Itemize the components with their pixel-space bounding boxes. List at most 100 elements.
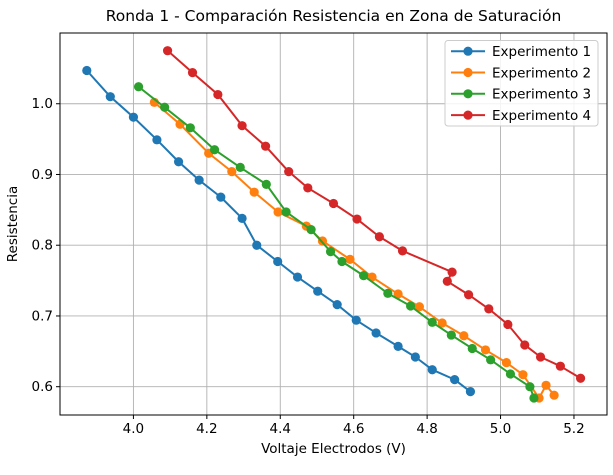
data-point-marker bbox=[160, 102, 170, 112]
data-point-marker bbox=[393, 289, 403, 299]
data-point-marker bbox=[541, 380, 551, 390]
data-point-marker bbox=[332, 300, 342, 310]
data-point-marker bbox=[237, 121, 247, 131]
data-point-marker bbox=[446, 330, 456, 340]
data-point-marker bbox=[520, 340, 530, 350]
data-point-marker bbox=[393, 341, 403, 351]
data-point-marker bbox=[185, 123, 195, 133]
data-point-marker bbox=[352, 214, 362, 224]
legend-sample-marker bbox=[463, 46, 473, 56]
series-line bbox=[86, 69, 472, 393]
data-point-marker bbox=[345, 254, 355, 264]
data-point-marker bbox=[480, 345, 491, 355]
data-point-marker bbox=[447, 267, 457, 277]
legend-sample-marker bbox=[463, 67, 473, 78]
data-point-marker bbox=[427, 365, 437, 375]
data-point-marker bbox=[313, 286, 323, 296]
data-point-marker bbox=[427, 317, 437, 327]
legend-sample-marker bbox=[463, 89, 473, 99]
data-point-marker bbox=[484, 304, 494, 314]
legend-item-label: Experimento 1 bbox=[492, 44, 591, 60]
data-point-marker bbox=[405, 301, 416, 311]
data-point-marker bbox=[337, 256, 347, 267]
chart-title: Ronda 1 - Comparación Resistencia en Zon… bbox=[106, 7, 562, 25]
data-point-marker bbox=[227, 167, 237, 177]
series-experimento-4 bbox=[162, 46, 586, 383]
x-tick-label: 4.4 bbox=[270, 421, 291, 437]
data-point-marker bbox=[371, 328, 381, 338]
data-point-marker bbox=[292, 272, 303, 282]
data-point-marker bbox=[501, 358, 512, 368]
series-experimento-3 bbox=[133, 82, 539, 403]
data-point-marker bbox=[82, 65, 92, 76]
y-tick-label: 0.6 bbox=[32, 379, 53, 395]
data-point-marker bbox=[152, 135, 162, 145]
data-point-marker bbox=[209, 145, 220, 155]
plot-border bbox=[59, 32, 608, 416]
legend-box bbox=[444, 40, 599, 127]
data-point-marker bbox=[273, 207, 283, 217]
data-point-marker bbox=[414, 302, 425, 312]
data-point-marker bbox=[383, 288, 393, 298]
data-point-marker bbox=[216, 192, 226, 202]
legend-item: Experimento 4 bbox=[451, 108, 591, 124]
data-point-marker bbox=[281, 207, 291, 217]
data-point-marker bbox=[235, 162, 245, 173]
data-point-marker bbox=[374, 232, 384, 242]
data-point-marker bbox=[450, 375, 460, 385]
data-point-marker bbox=[261, 179, 271, 189]
data-point-marker bbox=[459, 331, 469, 341]
data-point-marker bbox=[213, 89, 223, 100]
x-tick-label: 5.0 bbox=[490, 421, 511, 437]
data-point-marker bbox=[303, 183, 313, 193]
data-point-marker bbox=[173, 157, 184, 167]
data-point-marker bbox=[128, 112, 139, 122]
series-experimento-2 bbox=[149, 97, 559, 403]
data-point-marker bbox=[437, 318, 447, 328]
x-tick-label: 4.6 bbox=[343, 421, 364, 437]
series-layer bbox=[82, 46, 586, 403]
data-point-marker bbox=[505, 369, 516, 379]
x-axis-label: Voltaje Electrodos (V) bbox=[261, 441, 406, 457]
data-point-marker bbox=[105, 92, 115, 102]
legend-sample-marker bbox=[463, 110, 473, 120]
data-point-marker bbox=[503, 319, 513, 330]
legend-item: Experimento 1 bbox=[451, 44, 591, 60]
legend-item: Experimento 2 bbox=[451, 65, 591, 81]
data-point-marker bbox=[252, 240, 262, 250]
data-point-marker bbox=[465, 387, 476, 397]
data-point-marker bbox=[467, 343, 477, 354]
data-point-marker bbox=[359, 271, 369, 281]
x-tick-label: 5.2 bbox=[563, 421, 584, 437]
y-axis-label: Resistencia bbox=[5, 186, 21, 263]
data-point-marker bbox=[249, 187, 259, 197]
y-tick-label: 0.9 bbox=[32, 167, 53, 183]
y-tick-label: 1.0 bbox=[32, 96, 53, 112]
data-point-marker bbox=[328, 198, 339, 209]
data-point-marker bbox=[162, 46, 173, 56]
x-tick-label: 4.0 bbox=[123, 421, 144, 437]
data-point-marker bbox=[575, 373, 586, 383]
legend-item-label: Experimento 2 bbox=[492, 65, 591, 81]
legend-item: Experimento 3 bbox=[451, 87, 591, 103]
data-point-marker bbox=[442, 276, 452, 286]
data-point-marker bbox=[133, 82, 144, 92]
y-tick-label: 0.7 bbox=[32, 308, 53, 324]
data-point-marker bbox=[463, 290, 474, 300]
data-point-marker bbox=[549, 390, 559, 400]
data-point-marker bbox=[410, 352, 420, 362]
data-point-marker bbox=[486, 355, 496, 365]
x-tick-label: 4.2 bbox=[196, 421, 217, 437]
series-experimento-1 bbox=[82, 65, 476, 397]
legend-item-label: Experimento 3 bbox=[492, 87, 591, 103]
data-point-marker bbox=[555, 361, 565, 371]
data-point-marker bbox=[525, 382, 535, 392]
data-point-marker bbox=[273, 256, 283, 267]
data-point-marker bbox=[518, 370, 528, 380]
data-point-marker bbox=[529, 393, 539, 403]
legend: Experimento 1 Experimento 2 Experimento 3 E… bbox=[444, 40, 599, 127]
data-point-marker bbox=[306, 225, 316, 235]
data-point-marker bbox=[187, 68, 198, 78]
